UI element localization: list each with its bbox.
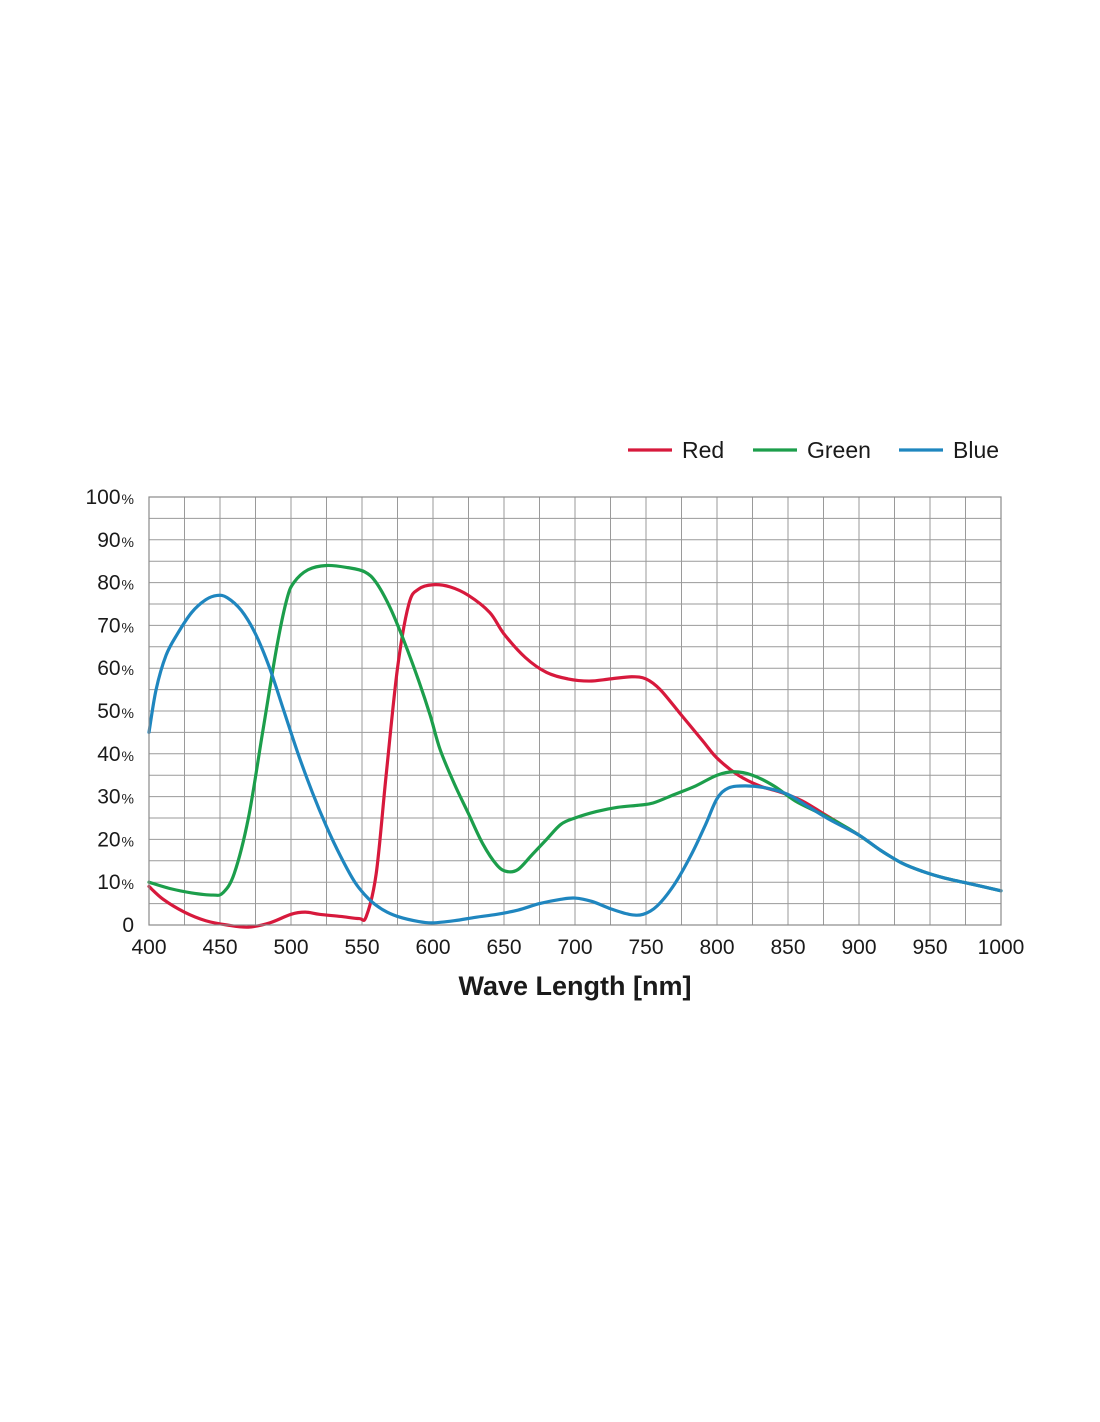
x-tick-label: 900 <box>841 936 876 959</box>
series-line-blue <box>147 593 1003 925</box>
legend-item-red: Red <box>628 437 724 463</box>
y-axis-tick-labels: 0 10% 20% 30% 40% 50% 60% 70% 80% 90% 100% <box>86 486 135 937</box>
y-tick-label: 50% <box>97 700 134 723</box>
x-tick-label: 1000 <box>978 936 1025 959</box>
y-tick-label: 70% <box>97 614 134 637</box>
legend: Red Green Blue <box>628 437 999 463</box>
legend-label: Green <box>807 437 871 463</box>
y-tick-label: 0 <box>122 914 134 937</box>
y-tick-label: 40% <box>97 743 134 766</box>
y-tick-label: 80% <box>97 572 134 595</box>
x-tick-label: 500 <box>273 936 308 959</box>
legend-item-green: Green <box>753 437 871 463</box>
x-tick-label: 650 <box>486 936 521 959</box>
y-tick-label: 100% <box>86 486 135 509</box>
x-tick-label: 700 <box>557 936 592 959</box>
x-tick-label: 400 <box>131 936 166 959</box>
x-tick-label: 750 <box>628 936 663 959</box>
y-tick-label: 90% <box>97 529 134 552</box>
chart-grid <box>148 496 1002 926</box>
y-tick-label: 30% <box>97 786 134 809</box>
x-tick-label: 450 <box>202 936 237 959</box>
y-tick-label: 20% <box>97 828 134 851</box>
series-layer <box>147 563 1003 929</box>
series-line-red <box>147 583 861 929</box>
x-tick-label: 800 <box>699 936 734 959</box>
x-axis-label: Wave Length [nm] <box>459 971 692 1001</box>
y-tick-label: 10% <box>97 871 134 894</box>
x-tick-label: 950 <box>912 936 947 959</box>
plot-border <box>148 496 1002 926</box>
legend-label: Blue <box>953 437 999 463</box>
y-tick-label: 60% <box>97 657 134 680</box>
x-tick-label: 850 <box>770 936 805 959</box>
x-axis-tick-labels: 400 450 500 550 600 650 700 750 800 850 900 950 1000 <box>131 936 1024 959</box>
x-tick-label: 550 <box>344 936 379 959</box>
legend-label: Red <box>682 437 724 463</box>
x-tick-label: 600 <box>415 936 450 959</box>
plot-frame <box>148 496 1002 926</box>
legend-item-blue: Blue <box>899 437 999 463</box>
